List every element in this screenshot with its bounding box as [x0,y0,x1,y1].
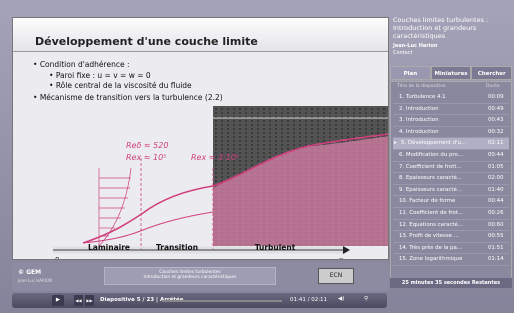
row-duration: 00:44 [488,150,504,162]
volume-button[interactable]: ◀) [338,296,344,302]
axis-label: 0 [55,256,59,260]
row-title: 10. Facteur de forme [399,196,455,208]
outline-row[interactable]: 14. Très près de la pa... 01:51 [393,243,509,255]
slide-footer: © GEM Jean-Luc HARION Couches limites tu… [12,263,389,291]
row-title: 11. Coefficient de frot... [399,208,463,220]
player: Développement d'une couche limite • Cond… [0,0,514,313]
slide: Développement d'une couche limite • Cond… [12,17,389,260]
current-marker: ▸ [394,138,397,150]
outline-row[interactable]: 1. Turbulence 4.1 00:09 [393,92,509,104]
outline-row[interactable]: 11. Coefficient de frot... 00:26 [393,208,509,220]
row-duration: 00:09 [488,92,504,104]
tab[interactable]: Chercher [471,66,512,80]
prev-button[interactable]: ◀◀ [74,295,83,306]
row-title: 15. Zone logarithmique [399,254,462,266]
outline-row[interactable]: 7. Coefficient de frott... 01:05 [393,162,509,174]
progress-track[interactable] [162,300,282,302]
row-duration: 00:32 [488,127,504,139]
play-button[interactable]: ▶ [52,295,64,306]
course-subtitle: Introduction et grandeurs caractéristiqu… [105,275,275,280]
logo: © GEM [18,269,41,276]
column-duration: Durée [486,84,500,89]
outline-panel: Titre de la diapositive Durée 1. Turbule… [390,81,512,288]
outline-row[interactable]: 10. Facteur de forme 00:44 [393,196,509,208]
row-duration: 01:14 [488,254,504,266]
row-title: 8. Epaisseurs caracté... [399,173,462,185]
region-dividers [141,158,213,250]
outline-row[interactable]: 12. Equations caracté... 00:60 [393,220,509,232]
row-duration: 00:55 [488,231,504,243]
author-small: Jean-Luc HARION [18,278,52,283]
row-title: 12. Equations caracté... [399,220,463,232]
warning-icon [100,259,110,260]
sidebar-title: Couches limites turbulentes : Introducti… [393,16,511,40]
row-title: 7. Coefficient de frott... [399,162,462,174]
tab[interactable]: Plan [390,66,431,80]
outline-row[interactable]: 3. Introduction 00:43 [393,115,509,127]
author: Jean-Luc Harion [393,43,437,49]
outline-row[interactable]: 13. Profil de vitesse ... 00:55 [393,231,509,243]
school-logo: ECN [318,268,354,284]
control-bar: ▶ ◀◀ ▶▶ Diapositive 5 / 23 | Arrêtée 01:… [12,293,387,308]
row-duration: 00:26 [488,208,504,220]
region-label: Transition [156,243,198,252]
attachments-button[interactable]: ⚲ [364,296,368,302]
row-duration: 02:11 [488,138,504,150]
row-title: 14. Très près de la pa... [399,243,462,255]
row-duration: 02:00 [488,173,504,185]
reynolds-label: Rex ≈ 10⁵ [126,153,166,162]
outline-row[interactable]: 8. Epaisseurs caracté... 02:00 [393,173,509,185]
row-title: 1. Turbulence 4.1 [399,92,446,104]
axis-arrow [343,246,350,254]
row-title: 2. Introduction [399,104,439,116]
row-duration: 01:51 [488,243,504,255]
outline-row[interactable]: 2. Introduction 00:49 [393,104,509,116]
row-title: 4. Introduction [399,127,439,139]
row-duration: 00:44 [488,196,504,208]
next-button[interactable]: ▶▶ [85,295,94,306]
course-banner: Couches limites turbulentes Introduction… [104,267,276,285]
tab[interactable]: Miniatures [431,66,472,80]
time: 01:41 / 02:11 [290,297,327,303]
row-duration: 01:05 [488,162,504,174]
axis-label: x [339,256,343,260]
column-title: Titre de la diapositive [397,84,446,89]
outline-row[interactable]: 5. Développement d'u... 02:11 ▸ [393,138,509,150]
row-title: 13. Profil de vitesse ... [399,231,459,243]
row-title: 3. Introduction [399,115,439,127]
row-title: 9. Epaisseurs caracté... [399,185,462,197]
outline-row[interactable]: 4. Introduction 00:32 [393,127,509,139]
reynolds-label: Reδ ≈ 520 [126,141,168,150]
region-label: Turbulent [255,243,296,252]
outline-row[interactable]: 9. Epaisseurs caracté... 01:40 [393,185,509,197]
row-duration: 01:40 [488,185,504,197]
figure: Reδ ≈ 520 Rex ≈ 10⁵ Rex ≈ 3·10⁵ Laminaire Tr… [13,18,389,260]
row-duration: 00:60 [488,220,504,232]
outline-row[interactable]: 6. Modification du pro... 00:44 [393,150,509,162]
row-duration: 00:43 [488,115,504,127]
reynolds-label: Rex ≈ 3·10⁵ [191,153,239,162]
remaining-time: 25 minutes 35 secondes Restantes [390,278,512,288]
row-title: 6. Modification du pro... [399,150,463,162]
region-label: Laminaire [88,243,130,252]
contact-link[interactable]: Contact [393,50,412,56]
inner-curve [83,212,213,243]
sidebar: Couches limites turbulentes : Introducti… [390,14,512,290]
outline-row[interactable]: 15. Zone logarithmique 01:14 [393,254,509,266]
row-duration: 00:49 [488,104,504,116]
row-title: 5. Développement d'u... [401,138,466,150]
